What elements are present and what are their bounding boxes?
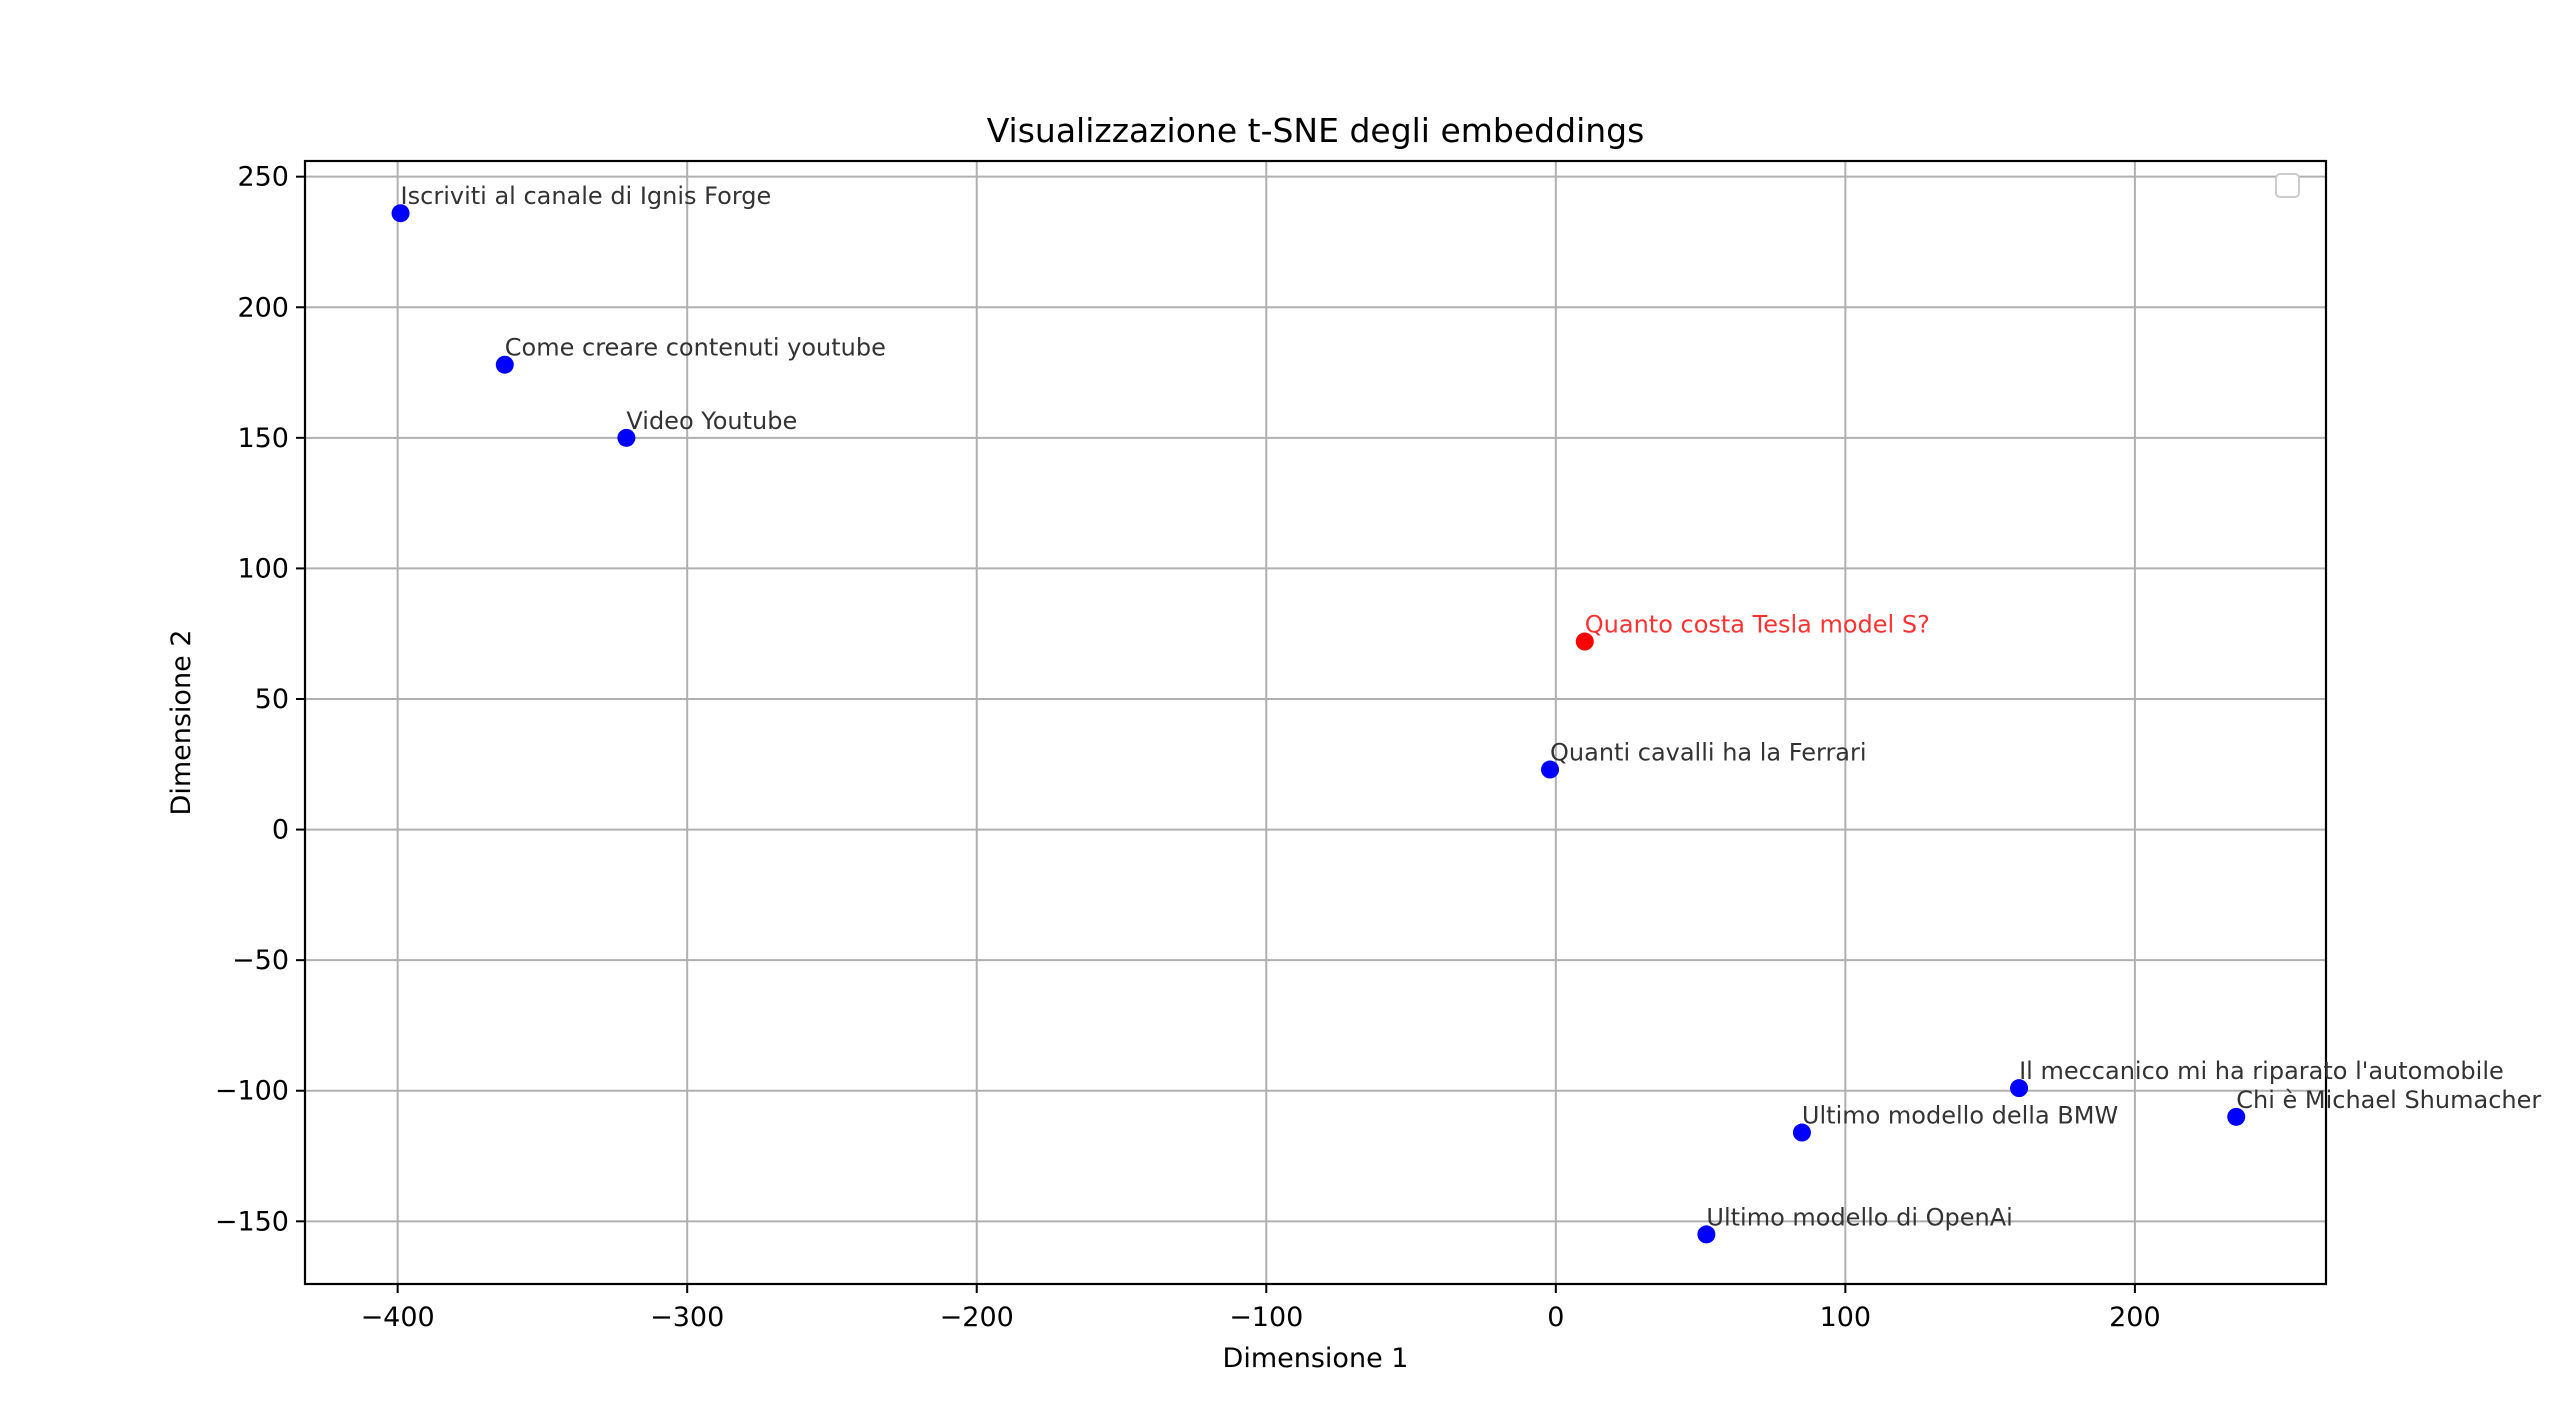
x-tick-label: −200: [940, 1302, 1014, 1333]
x-tick-label: 200: [2109, 1302, 2161, 1333]
x-tick-label: 0: [1547, 1302, 1564, 1333]
point-label: Quanti cavalli ha la Ferrari: [1550, 739, 1867, 767]
data-point: [2227, 1107, 2246, 1126]
y-tick-label: −100: [215, 1076, 289, 1107]
data-point: [2010, 1079, 2029, 1098]
data-point: [1697, 1225, 1716, 1244]
x-tick-label: −400: [361, 1302, 435, 1333]
legend-box: [2275, 173, 2300, 198]
y-tick-label: 100: [237, 553, 289, 584]
data-point: [391, 204, 410, 223]
point-label: Ultimo modello di OpenAi: [1706, 1203, 2012, 1231]
x-tick-label: −300: [650, 1302, 724, 1333]
y-tick-label: 200: [237, 292, 289, 323]
y-tick-label: −50: [232, 945, 289, 976]
data-point: [1792, 1123, 1811, 1142]
y-tick-label: 250: [237, 162, 289, 193]
data-point: [617, 428, 636, 447]
axis-ticks: −400 −300 −200 −100 0 100 200 −150 −100 −50 0 50 100…: [215, 162, 2161, 1333]
point-label: Video Youtube: [626, 407, 797, 435]
y-tick-label: −150: [215, 1206, 289, 1237]
point-label: Iscriviti al canale di Ignis Forge: [401, 182, 772, 210]
y-tick-label: 50: [255, 684, 289, 715]
query-point: [1575, 632, 1594, 651]
chart-title: Visualizzazione t-SNE degli embeddings: [987, 111, 1645, 150]
y-axis-label: Dimensione 2: [166, 630, 197, 816]
data-point: [495, 355, 514, 374]
x-tick-label: −100: [1229, 1302, 1303, 1333]
point-label: Ultimo modello della BMW: [1802, 1102, 2118, 1130]
query-point-label: Quanto costa Tesla model S?: [1585, 611, 1930, 639]
grid-lines: [305, 161, 2326, 1284]
data-point: [1541, 760, 1560, 779]
point-label: Il meccanico mi ha riparato l'automobile: [2019, 1057, 2504, 1085]
plot-area-frame: [303, 159, 2328, 1286]
y-tick-label: 0: [272, 815, 289, 846]
x-tick-label: 100: [1820, 1302, 1872, 1333]
point-label: Come creare contenuti youtube: [505, 334, 886, 362]
x-axis-label: Dimensione 1: [1223, 1343, 1409, 1374]
y-tick-label: 150: [237, 423, 289, 454]
point-label: Chi è Michael Shumacher: [2236, 1086, 2541, 1114]
data-points: Iscriviti al canale di Ignis Forge Come c…: [391, 182, 2541, 1244]
